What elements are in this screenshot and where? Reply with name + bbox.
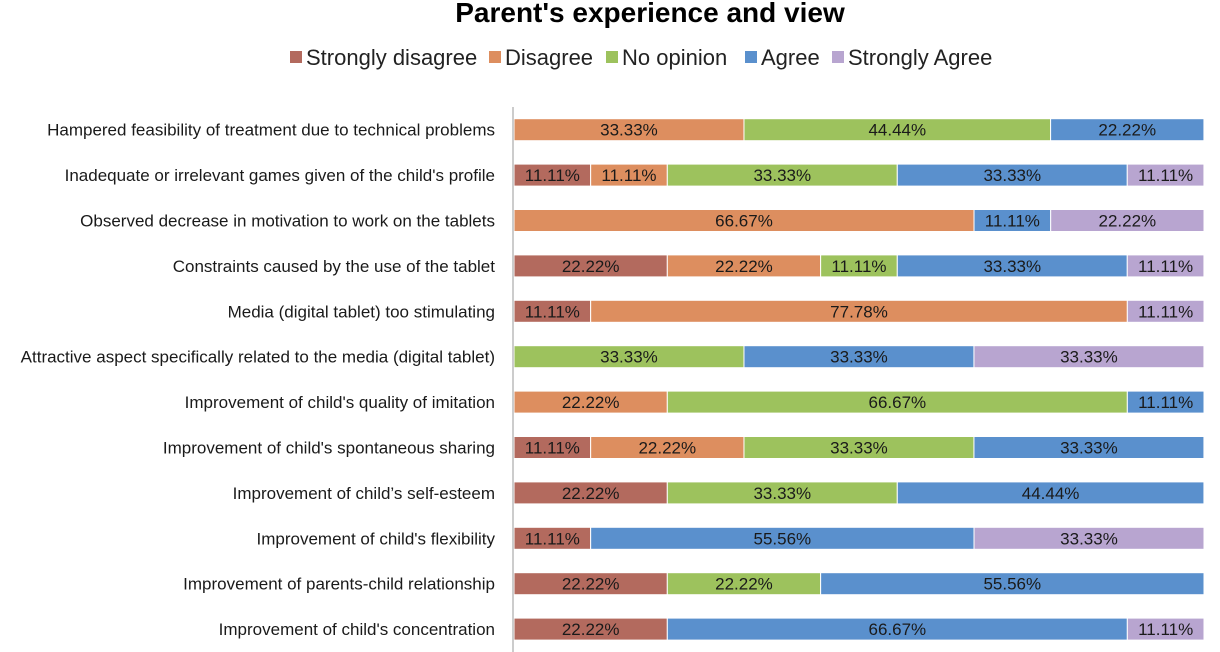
bar-segment-strongly-agree (973, 345, 1205, 369)
category-label: Constraints caused by the use of the tab… (173, 257, 496, 276)
legend-disagree-label: Disagree (505, 45, 593, 70)
bar-segment-agree (973, 436, 1205, 459)
data-label: 11.11% (525, 166, 580, 185)
bar-row: 33.33% 44.44% 22.22% (513, 118, 1205, 142)
bar-segment-strongly-agree (1126, 163, 1205, 187)
category-label: Improvement of child's quality of imitat… (185, 393, 495, 412)
data-label: 44.44% (868, 121, 926, 140)
bar-segment-strongly-agree (1126, 299, 1205, 323)
data-label: 22.22% (562, 620, 620, 639)
data-label: 55.56% (983, 575, 1041, 594)
data-label: 11.11% (525, 529, 580, 548)
data-label: 66.67% (868, 620, 926, 639)
data-label: 33.33% (600, 121, 658, 140)
bar-row: 22.22% 66.67% 11.11% (513, 390, 1205, 414)
legend-strongly-agree-label: Strongly Agree (848, 45, 992, 70)
legend-no-opinion-label: No opinion (622, 45, 727, 70)
bar-row: 11.11% 55.56% 33.33% (513, 526, 1205, 550)
data-label: 11.11% (1138, 257, 1193, 276)
data-label: 33.33% (830, 348, 888, 367)
category-label: Improvement of child’s self-esteem (233, 484, 495, 503)
bars: 33.33% 44.44% 22.22%11.11% 11.11% 33.33% 33.3… (513, 118, 1205, 641)
bar-row: 22.22% 22.22% 55.56% (513, 572, 1205, 596)
data-label: 33.33% (983, 166, 1041, 185)
bar-row: 11.11% 22.22% 33.33% 33.33% (513, 436, 1205, 459)
data-label: 33.33% (1060, 348, 1118, 367)
data-label: 33.33% (983, 257, 1041, 276)
data-label: 33.33% (1060, 439, 1118, 458)
data-label: 11.11% (525, 302, 580, 321)
data-label: 11.11% (525, 439, 580, 458)
data-label: 33.33% (753, 484, 811, 503)
category-labels: Hampered feasibility of treatment due to… (21, 121, 496, 639)
data-label: 66.67% (715, 212, 773, 231)
category-label: Hampered feasibility of treatment due to… (47, 121, 495, 140)
legend: Strongly disagree Disagree No opinion Agree… (290, 45, 992, 70)
bar-segment-agree (1126, 390, 1205, 414)
data-label: 33.33% (753, 166, 811, 185)
data-label: 22.22% (562, 484, 620, 503)
data-label: 11.11% (1138, 302, 1193, 321)
chart-title: Parent's experience and view (455, 0, 845, 28)
legend-no-opinion-swatch (606, 51, 618, 63)
bar-row: 22.22% 22.22% 11.11% 33.33% 11.11% (513, 254, 1205, 278)
category-label: Improvement of child's spontaneous shari… (163, 439, 495, 458)
bar-segment-strongly-agree (973, 526, 1205, 550)
bar-segment-agree (820, 572, 1205, 596)
bar-row: 11.11% 77.78% 11.11% (513, 299, 1205, 323)
data-label: 22.22% (1098, 121, 1156, 140)
bar-segment-strongly-agree (1126, 254, 1205, 278)
category-label: Attractive aspect specifically related t… (21, 348, 495, 367)
data-label: 22.22% (715, 257, 773, 276)
data-label: 33.33% (600, 348, 658, 367)
data-label: 22.22% (715, 575, 773, 594)
data-label: 11.11% (1138, 166, 1193, 185)
category-label: Improvement of child's flexibility (257, 529, 496, 548)
data-label: 11.11% (831, 257, 886, 276)
data-label: 44.44% (1022, 484, 1080, 503)
legend-strongly-agree-swatch (832, 51, 844, 63)
data-label: 22.22% (562, 575, 620, 594)
legend-agree-swatch (745, 51, 757, 63)
bar-row: 66.67% 11.11% 22.22% (513, 209, 1205, 232)
legend-disagree-swatch (489, 51, 501, 63)
legend-strongly-disagree-swatch (290, 51, 302, 63)
data-label: 77.78% (830, 302, 888, 321)
category-label: Observed decrease in motivation to work … (80, 212, 495, 231)
data-label: 11.11% (1138, 393, 1193, 412)
data-label: 33.33% (1060, 529, 1118, 548)
legend-strongly-disagree-label: Strongly disagree (306, 45, 477, 70)
category-label: Improvement of parents-child relationshi… (183, 575, 495, 594)
data-label: 11.11% (985, 212, 1040, 231)
data-label: 22.22% (1099, 212, 1157, 231)
category-label: Media (digital tablet) too stimulating (228, 302, 495, 321)
data-label: 11.11% (1138, 620, 1193, 639)
bar-segment-strongly-agree (1126, 617, 1205, 641)
data-label: 11.11% (601, 166, 656, 185)
bar-row: 33.33% 33.33% 33.33% (513, 345, 1205, 369)
data-label: 22.22% (638, 439, 696, 458)
legend-agree-label: Agree (761, 45, 820, 70)
category-label: Inadequate or irrelevant games given of … (65, 166, 495, 185)
bar-row: 11.11% 11.11% 33.33% 33.33% 11.11% (513, 163, 1205, 187)
bar-segment-strongly-agree (1050, 209, 1205, 232)
bar-segment-agree (1050, 118, 1205, 142)
data-label: 55.56% (754, 529, 812, 548)
data-label: 33.33% (830, 439, 888, 458)
bar-row: 22.22% 33.33% 44.44% (513, 481, 1205, 505)
bar-segment-agree (896, 481, 1205, 505)
bar-row: 22.22% 66.67% 11.11% (513, 617, 1205, 641)
category-label: Improvement of child's concentration (219, 620, 495, 639)
data-label: 66.67% (868, 393, 926, 412)
data-label: 22.22% (562, 393, 620, 412)
data-label: 22.22% (562, 257, 620, 276)
